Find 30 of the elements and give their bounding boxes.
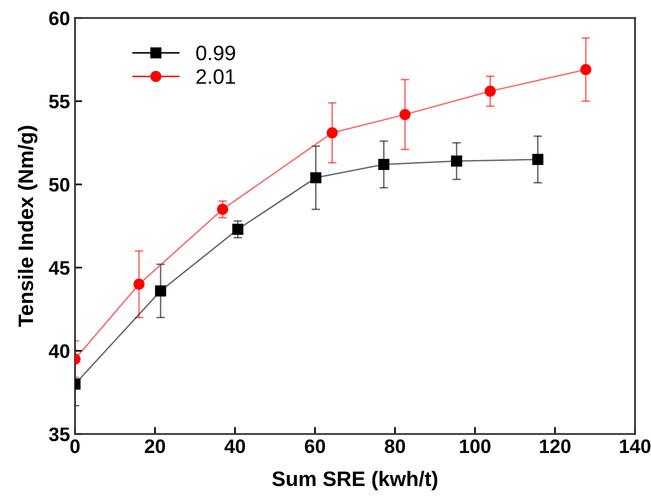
x-tick-label: 0 xyxy=(70,439,80,454)
y-axis-title: Tensile Index (Nm/g) xyxy=(18,126,38,327)
point xyxy=(451,156,462,167)
point xyxy=(232,224,244,235)
x-tick-label: 120 xyxy=(540,439,570,454)
point xyxy=(217,204,228,215)
y-tick-label: 55 xyxy=(49,94,70,108)
x-tick-label: 140 xyxy=(620,439,650,454)
x-axis-title: Sum SRE (kwh/t) xyxy=(272,470,438,490)
y-tick-label: 45 xyxy=(48,261,70,275)
point xyxy=(133,278,145,290)
y-tick-label: 60 xyxy=(49,11,70,26)
legend-label: 0.99 xyxy=(196,46,236,60)
point xyxy=(310,172,322,184)
x-tick-label: 100 xyxy=(460,439,490,454)
point xyxy=(378,158,390,170)
x-tick-label: 80 xyxy=(384,439,406,454)
y-tick-label: 35 xyxy=(48,427,70,442)
point xyxy=(399,108,411,120)
point xyxy=(532,154,544,165)
y-tick-label: 50 xyxy=(49,178,70,192)
point xyxy=(155,285,166,296)
y-tick-label: 40 xyxy=(48,344,70,358)
legend-label: 2.01 xyxy=(196,69,235,84)
point xyxy=(326,127,338,138)
x-tick-label: 60 xyxy=(304,439,326,454)
x-tick-label: 40 xyxy=(224,439,246,454)
point xyxy=(580,64,592,76)
point xyxy=(484,86,496,97)
x-tick-label: 20 xyxy=(144,439,166,454)
